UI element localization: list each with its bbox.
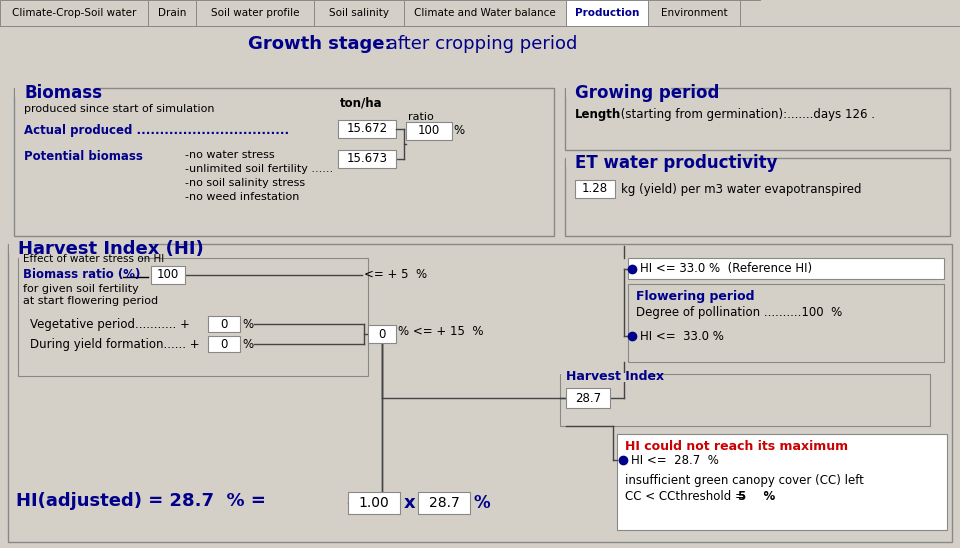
Text: (starting from germination):.......days 126 .: (starting from germination):.......days …	[617, 108, 875, 121]
Text: produced since start of simulation: produced since start of simulation	[24, 104, 214, 114]
Bar	[418, 492, 470, 514]
Text: ton/ha: ton/ha	[340, 96, 383, 109]
Text: Actual produced .................................: Actual produced ........................…	[24, 124, 289, 137]
Text: after cropping period: after cropping period	[381, 35, 577, 53]
Bar	[617, 434, 947, 530]
Text: %: %	[242, 318, 253, 331]
Text: insufficient green canopy cover (CC) left: insufficient green canopy cover (CC) lef…	[625, 474, 864, 487]
Text: Biomass: Biomass	[24, 84, 102, 102]
Bar	[208, 336, 240, 352]
Text: 1.00: 1.00	[359, 496, 390, 510]
Text: -no water stress: -no water stress	[185, 150, 275, 160]
Bar	[9, 243, 149, 253]
Text: 0: 0	[220, 338, 228, 351]
Text: 28.7: 28.7	[428, 496, 460, 510]
Bar	[565, 88, 950, 150]
Text: HI <=  33.0 %: HI <= 33.0 %	[640, 329, 724, 342]
Bar	[348, 492, 400, 514]
Text: HI <= 33.0 %  (Reference HI): HI <= 33.0 % (Reference HI)	[640, 262, 812, 275]
Text: for given soil fertility: for given soil fertility	[23, 284, 139, 294]
Bar	[148, 0, 196, 26]
Bar	[338, 150, 396, 168]
Bar	[14, 88, 554, 236]
Bar	[151, 266, 185, 284]
Text: -no soil salinity stress: -no soil salinity stress	[185, 178, 305, 188]
Text: -unlimited soil fertility ......: -unlimited soil fertility ......	[185, 164, 333, 174]
Text: 100: 100	[156, 269, 180, 282]
Bar	[404, 0, 566, 26]
Text: HI <=  28.7  %: HI <= 28.7 %	[631, 454, 719, 466]
Text: ET water productivity: ET water productivity	[575, 154, 778, 172]
Text: 15.673: 15.673	[347, 152, 388, 165]
Text: Flowering period: Flowering period	[636, 290, 755, 303]
Text: Growth stage:: Growth stage:	[248, 35, 392, 53]
Text: 1.28: 1.28	[582, 182, 608, 196]
Text: 0: 0	[220, 317, 228, 330]
Text: Vegetative period........... +: Vegetative period........... +	[30, 318, 190, 331]
Bar	[566, 87, 671, 97]
Bar	[561, 373, 651, 382]
Text: 100: 100	[418, 124, 440, 138]
Text: x: x	[404, 494, 416, 512]
Text: %: %	[747, 490, 776, 503]
Text: %: %	[453, 124, 464, 138]
Bar	[8, 244, 952, 542]
Text: <= + 5  %: <= + 5 %	[364, 268, 427, 281]
Text: Growing period: Growing period	[575, 84, 719, 102]
Text: During yield formation...... +: During yield formation...... +	[30, 338, 200, 351]
Text: CC < CCthreshold =: CC < CCthreshold =	[625, 490, 749, 503]
Text: %: %	[242, 338, 253, 351]
Text: 5: 5	[737, 490, 745, 503]
Text: 15.672: 15.672	[347, 123, 388, 135]
Bar	[208, 316, 240, 332]
Text: Degree of pollination ..........100  %: Degree of pollination ..........100 %	[636, 306, 842, 319]
Text: Effect of water stress on HI: Effect of water stress on HI	[23, 254, 164, 264]
Text: HI(adjusted) = 28.7  % =: HI(adjusted) = 28.7 % =	[16, 492, 266, 510]
Text: Length: Length	[575, 108, 621, 121]
Text: % <= + 15  %: % <= + 15 %	[398, 325, 484, 338]
Bar	[648, 0, 740, 26]
Bar	[19, 257, 139, 266]
Text: Harvest Index: Harvest Index	[566, 370, 664, 383]
Bar	[566, 0, 648, 26]
Text: 28.7: 28.7	[575, 391, 601, 404]
Text: -no weed infestation: -no weed infestation	[185, 192, 300, 202]
Text: kg (yield) per m3 water evapotranspired: kg (yield) per m3 water evapotranspired	[621, 182, 861, 196]
Bar	[0, 0, 148, 26]
Text: 0: 0	[378, 328, 386, 340]
Text: Environment: Environment	[660, 8, 728, 18]
Bar	[314, 0, 404, 26]
Bar	[575, 180, 615, 198]
Bar	[560, 374, 930, 426]
Text: Climate and Water balance: Climate and Water balance	[414, 8, 556, 18]
Text: ratio: ratio	[408, 112, 434, 122]
Text: Soil water profile: Soil water profile	[211, 8, 300, 18]
Bar	[565, 158, 950, 236]
Text: %: %	[474, 494, 491, 512]
Text: Potential biomass: Potential biomass	[24, 150, 143, 163]
Bar	[628, 284, 944, 362]
Bar	[196, 0, 314, 26]
Text: Production: Production	[575, 8, 639, 18]
Bar	[338, 120, 396, 138]
Text: at start flowering period: at start flowering period	[23, 296, 158, 306]
Bar	[15, 87, 95, 97]
Text: HI could not reach its maximum: HI could not reach its maximum	[625, 440, 848, 453]
Bar	[628, 258, 944, 279]
Bar	[566, 388, 610, 408]
Bar	[406, 122, 452, 140]
Bar	[18, 258, 368, 376]
Text: Climate-Crop-Soil water: Climate-Crop-Soil water	[12, 8, 136, 18]
Bar	[368, 325, 396, 343]
Text: Drain: Drain	[157, 8, 186, 18]
Text: Biomass ratio (%): Biomass ratio (%)	[23, 268, 140, 281]
Text: Soil salinity: Soil salinity	[329, 8, 389, 18]
Bar	[566, 157, 726, 167]
Text: Harvest Index (HI): Harvest Index (HI)	[18, 240, 204, 258]
